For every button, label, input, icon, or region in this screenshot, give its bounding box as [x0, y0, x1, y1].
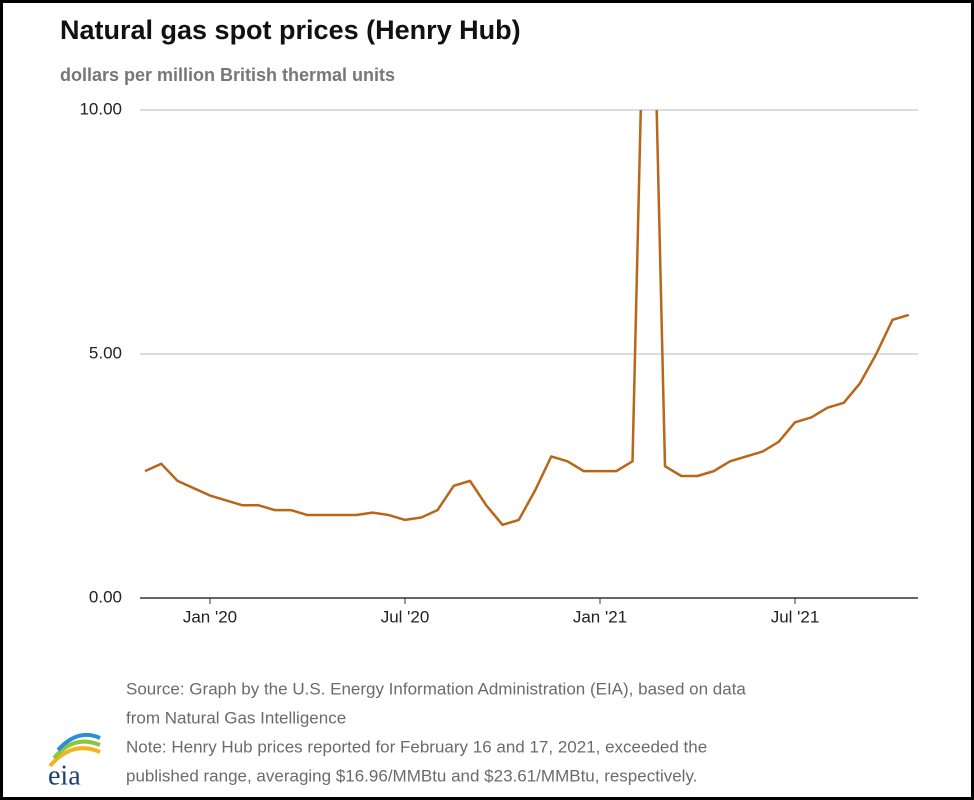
logo: eia [48, 733, 101, 791]
note-text: Note: Henry Hub prices reported for Febr… [126, 737, 707, 756]
y-tick-label: 0.00 [89, 587, 122, 606]
chart-title: Natural gas spot prices (Henry Hub) [60, 15, 521, 45]
source-text: from Natural Gas Intelligence [126, 708, 346, 727]
chart-subtitle: dollars per million British thermal unit… [60, 65, 395, 85]
x-tick-label: Jan '21 [573, 607, 627, 626]
source-text: Source: Graph by the U.S. Energy Informa… [126, 679, 746, 698]
y-tick-label: 5.00 [89, 343, 122, 362]
line-series [144, 110, 910, 527]
x-tick-label: Jul '20 [381, 607, 430, 626]
x-tick-label: Jul '21 [771, 607, 820, 626]
y-tick-label: 10.00 [79, 99, 122, 118]
note-text: published range, averaging $16.96/MMBtu … [126, 766, 697, 785]
x-tick-label: Jan '20 [183, 607, 237, 626]
logo-text: eia [48, 760, 81, 791]
